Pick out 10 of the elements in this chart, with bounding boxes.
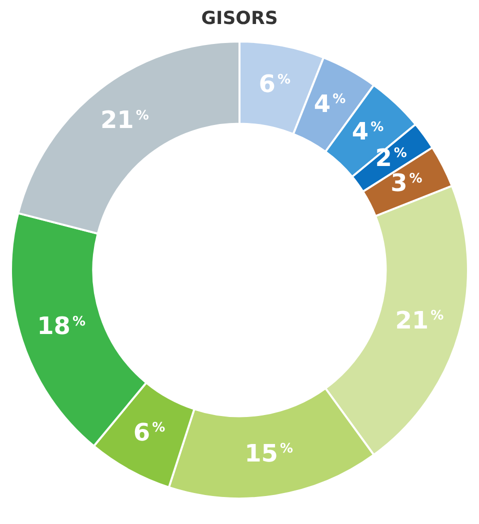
data-label: 4% (314, 90, 346, 118)
data-label: 6% (133, 418, 166, 446)
data-label: 21% (395, 306, 444, 335)
data-label: 18% (37, 312, 86, 340)
data-label: 21% (100, 106, 149, 134)
data-label: 4% (352, 118, 384, 146)
data-label: 3% (390, 169, 422, 198)
data-label: 6% (258, 70, 290, 98)
data-label: 15% (244, 439, 294, 468)
chart-title: GISORS (200, 8, 279, 29)
